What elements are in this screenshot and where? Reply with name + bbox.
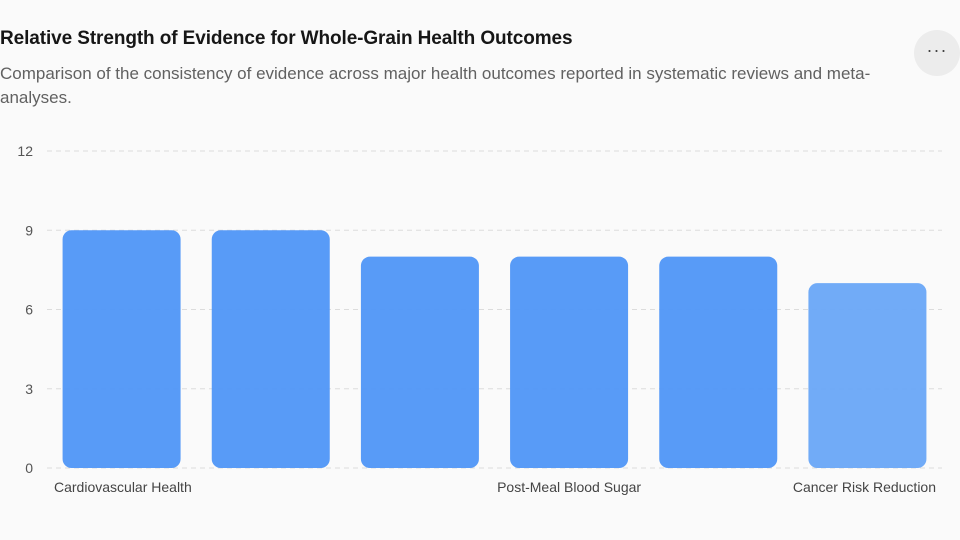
bar: 9 (62, 230, 181, 468)
y-tick-label: 9 (25, 222, 33, 238)
bar: 8 (360, 256, 479, 468)
y-tick-label: 6 (25, 302, 33, 318)
y-tick-label: 12 (17, 143, 33, 159)
x-tick-label: Cancer Risk Reduction (793, 479, 936, 495)
x-tick-label: Post-Meal Blood Sugar (497, 479, 641, 495)
more-options-button[interactable]: ··· (914, 30, 960, 76)
bar: 8 (659, 256, 778, 468)
chart-title: Relative Strength of Evidence for Whole-… (0, 28, 573, 49)
chart-header: Relative Strength of Evidence for Whole-… (0, 28, 900, 110)
y-tick-label: 3 (25, 381, 33, 397)
y-tick-label: 0 (25, 460, 33, 476)
chart-subtitle: Comparison of the consistency of evidenc… (0, 64, 871, 107)
bar: 7 (808, 283, 927, 468)
bar: 9 (211, 230, 330, 468)
x-tick-label: Cardiovascular Health (54, 479, 192, 495)
bar: 8 (510, 256, 629, 468)
more-horizontal-icon: ··· (926, 40, 948, 60)
